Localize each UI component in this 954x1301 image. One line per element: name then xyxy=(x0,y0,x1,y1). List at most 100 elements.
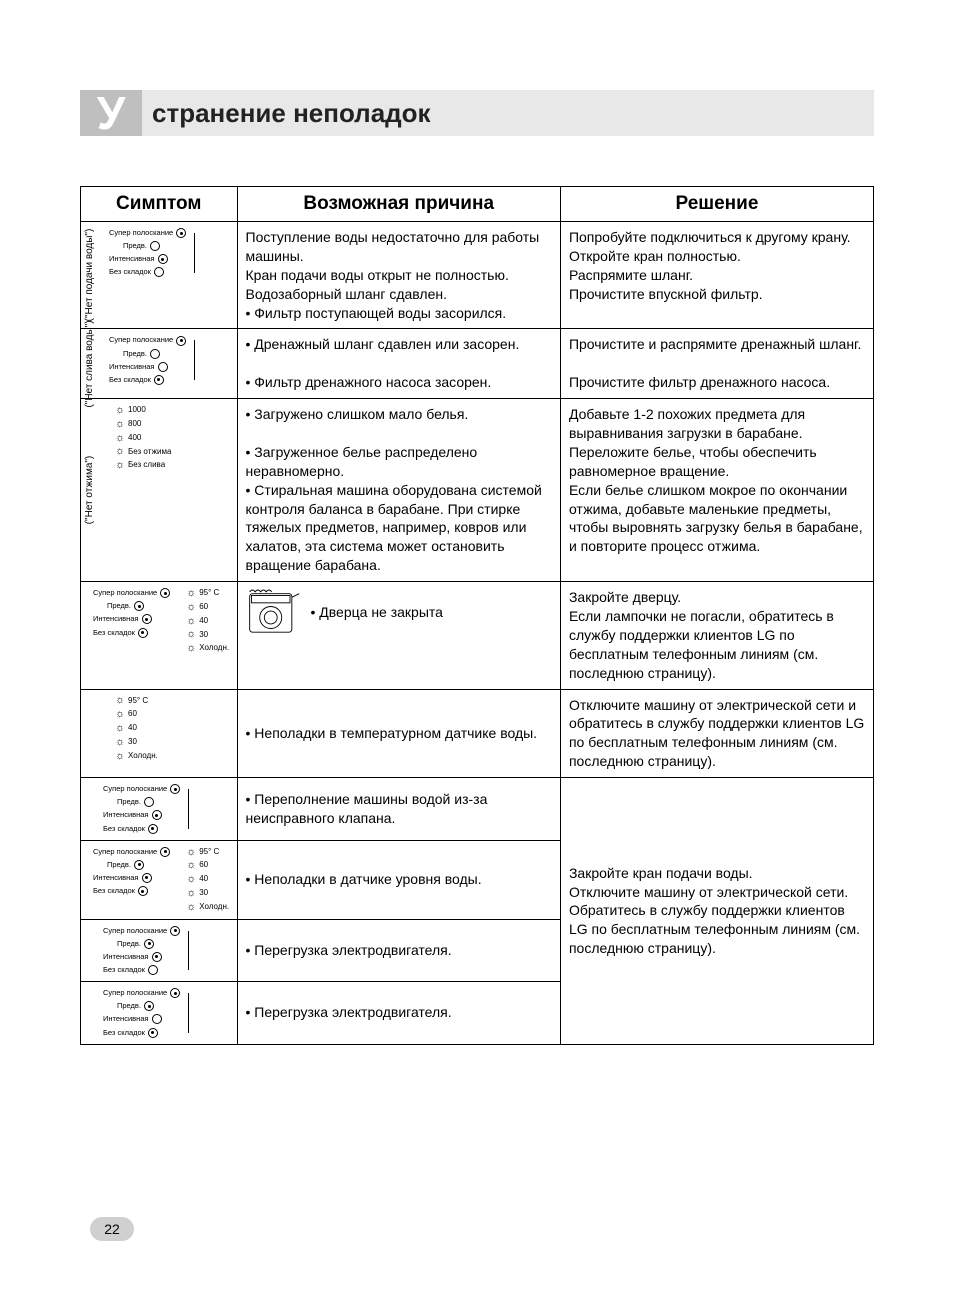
temp-label: Холодн. xyxy=(199,643,229,654)
opt-label: Супер полоскание xyxy=(103,784,167,794)
solution-cell-merged: Закройте кран подачи воды. Отключите маш… xyxy=(560,778,873,1044)
symptom-temp-sensor: 95° C 60 40 30 Холодн. xyxy=(81,689,238,778)
symptom-level-sensor: Супер полоскание Предв. Интенсивная Без … xyxy=(81,840,238,919)
symptom-motor-2: Супер полоскание Предв. Интенсивная Без … xyxy=(81,982,238,1045)
opt-label: Интенсивная xyxy=(93,614,139,624)
opt-label: Интенсивная xyxy=(103,952,149,962)
opt-label: Без складок xyxy=(93,628,135,638)
led-icon xyxy=(170,988,180,998)
opt-label: Интенсивная xyxy=(103,1014,149,1024)
led-icon xyxy=(150,349,160,359)
temp-label: 40 xyxy=(128,723,137,734)
table-row: ("Нет слива воды") Супер полоскание Пред… xyxy=(81,329,874,399)
spin-label: Без слива xyxy=(128,460,165,471)
opt-label: Интенсивная xyxy=(109,362,155,372)
temp-label: Холодн. xyxy=(128,751,158,762)
spin-label: Без отжима xyxy=(128,447,171,458)
led-icon xyxy=(158,254,168,264)
led-icon xyxy=(176,228,186,238)
title-text: странение неполадок xyxy=(142,90,874,136)
cause-text: • Неполадки в датчике уровня воды. xyxy=(246,871,482,887)
symptom-no-spin: ("Нет отжима") 1000 800 400 Без отжима Б… xyxy=(81,399,238,582)
panel-icon: 1000 800 400 Без отжима Без слива xyxy=(115,405,229,471)
led-icon xyxy=(176,336,186,346)
cause-text: • Дверца не закрыта xyxy=(311,603,443,622)
opt-label: Интенсивная xyxy=(93,873,139,883)
temp-label: Холодн. xyxy=(199,902,229,913)
vert-label-no-drain: ("Нет слива воды") xyxy=(83,320,97,407)
cause-text: • Загружено слишком мало белья. • Загруж… xyxy=(246,406,542,573)
solution-text: Добавьте 1-2 похожих предмета для выравн… xyxy=(569,406,863,554)
sun-icon xyxy=(115,447,125,457)
temp-label: 60 xyxy=(199,860,208,871)
opt-label: Без складок xyxy=(109,267,151,277)
led-icon xyxy=(152,952,162,962)
opt-label: Без складок xyxy=(103,824,145,834)
sun-icon xyxy=(115,419,125,429)
led-icon xyxy=(144,797,154,807)
connector-line xyxy=(194,340,195,380)
cause-cell: Поступление воды недостаточно для работы… xyxy=(237,222,560,329)
temp-label: 30 xyxy=(199,888,208,899)
opt-label: Супер полоскание xyxy=(93,588,157,598)
led-icon xyxy=(134,601,144,611)
title-dropcap-box: У xyxy=(80,90,142,136)
table-row: Супер полоскание Предв. Интенсивная Без … xyxy=(81,582,874,689)
sun-icon xyxy=(115,737,125,747)
table-header-row: Симптом Возможная причина Решение xyxy=(81,187,874,222)
temp-label: 95° C xyxy=(199,847,219,858)
solution-cell: Прочистите и распрямите дренажный шланг.… xyxy=(560,329,873,399)
opt-label: Интенсивная xyxy=(103,810,149,820)
sun-icon xyxy=(186,616,196,626)
cause-text: • Перегрузка электродвигателя. xyxy=(246,1004,452,1020)
connector-line xyxy=(194,233,195,273)
opt-label: Предв. xyxy=(93,860,131,870)
cause-cell: • Перегрузка электродвигателя. xyxy=(237,982,560,1045)
panel-icon: 95° C 60 40 30 Холодн. xyxy=(115,696,229,762)
led-icon xyxy=(144,939,154,949)
washer-icon xyxy=(246,588,301,636)
opt-label: Супер полоскание xyxy=(109,335,173,345)
panel-icon: Супер полоскание Предв. Интенсивная Без … xyxy=(109,228,229,278)
page-number-text: 22 xyxy=(104,1221,120,1237)
sun-icon xyxy=(115,710,125,720)
led-icon xyxy=(148,965,158,975)
header-cause: Возможная причина xyxy=(237,187,560,222)
solution-cell: Добавьте 1-2 похожих предмета для выравн… xyxy=(560,399,873,582)
led-icon xyxy=(160,588,170,598)
led-icon xyxy=(144,1001,154,1011)
panel-icon: Супер полоскание Предв. Интенсивная Без … xyxy=(93,588,229,654)
led-icon xyxy=(148,1028,158,1038)
sun-icon xyxy=(115,724,125,734)
header-symptom: Симптом xyxy=(81,187,238,222)
sun-icon xyxy=(115,696,125,706)
solution-cell: Закройте дверцу. Если лампочки не погасл… xyxy=(560,582,873,689)
spin-label: 800 xyxy=(128,419,141,430)
sun-icon xyxy=(186,630,196,640)
opt-label: Предв. xyxy=(103,939,141,949)
panel-icon: Супер полоскание Предв. Интенсивная Без … xyxy=(109,335,229,385)
sun-icon xyxy=(186,875,196,885)
temp-label: 30 xyxy=(199,630,208,641)
symptom-door: Супер полоскание Предв. Интенсивная Без … xyxy=(81,582,238,689)
panel-icon: Супер полоскание Предв. Интенсивная Без … xyxy=(103,784,229,834)
opt-label: Без складок xyxy=(93,886,135,896)
led-icon xyxy=(150,241,160,251)
panel-icon: Супер полоскание Предв. Интенсивная Без … xyxy=(103,926,229,976)
led-icon xyxy=(152,1014,162,1024)
solution-text: Отключите машину от электрической сети и… xyxy=(569,697,864,770)
cause-cell: • Загружено слишком мало белья. • Загруж… xyxy=(237,399,560,582)
cause-cell: • Неполадки в температурном датчике воды… xyxy=(237,689,560,778)
symptom-no-drain: ("Нет слива воды") Супер полоскание Пред… xyxy=(81,329,238,399)
spin-label: 1000 xyxy=(128,405,146,416)
led-icon xyxy=(160,847,170,857)
led-icon xyxy=(170,926,180,936)
cause-text: • Переполнение машины водой из-за неиспр… xyxy=(246,791,488,826)
temp-label: 95° C xyxy=(128,696,148,707)
cause-cell: • Неполадки в датчике уровня воды. xyxy=(237,840,560,919)
symptom-overflow: Супер полоскание Предв. Интенсивная Без … xyxy=(81,778,238,841)
opt-label: Предв. xyxy=(93,601,131,611)
title-dropcap: У xyxy=(97,90,126,136)
cause-cell: • Переполнение машины водой из-за неиспр… xyxy=(237,778,560,841)
table-row: ("Нет отжима") 1000 800 400 Без отжима Б… xyxy=(81,399,874,582)
